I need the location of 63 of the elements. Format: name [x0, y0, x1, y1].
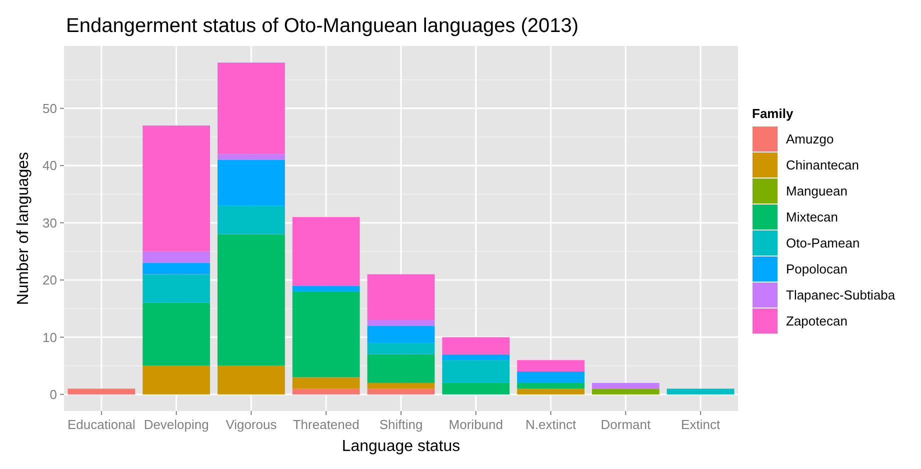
legend-label: Tlapanec-Subtiaba [786, 288, 896, 303]
bar [142, 366, 210, 394]
bar [367, 342, 435, 354]
bar [517, 382, 584, 389]
bar [218, 234, 285, 366]
y-tick-label: 50 [42, 100, 57, 116]
x-tick-label: Educational [67, 417, 136, 432]
bar [292, 377, 360, 389]
legend-label: Manguean [786, 184, 848, 199]
bar [592, 388, 660, 394]
bar [367, 320, 435, 326]
bar [442, 354, 510, 360]
x-tick-label: Moribund [448, 417, 503, 432]
x-tick-label: Vigorous [226, 417, 278, 432]
bar [218, 160, 285, 206]
bar [367, 354, 435, 383]
bar [142, 126, 210, 252]
bar [517, 372, 584, 383]
legend-label: Zapotecan [786, 314, 848, 329]
y-tick-label: 20 [42, 272, 57, 288]
bar [292, 388, 360, 394]
bar [292, 217, 360, 286]
bar [142, 274, 210, 303]
legend-title: Family [752, 106, 794, 121]
legend-label: Amuzgo [786, 132, 834, 147]
bar [142, 302, 210, 366]
legend-label: Mixtecan [786, 210, 838, 225]
y-axis-title: Number of languages [15, 152, 32, 305]
bar [367, 382, 435, 389]
x-tick-label: Extinct [681, 417, 720, 432]
bar [218, 154, 285, 160]
bar [517, 360, 584, 372]
chart-title: Endangerment status of Oto-Manguean languages (2013) [66, 15, 579, 37]
bar [367, 326, 435, 343]
y-tick-label: 30 [42, 215, 57, 230]
legend-label: Oto-Pamean [786, 236, 860, 251]
y-tick-label: 0 [50, 386, 57, 402]
bar [218, 206, 285, 234]
bar [666, 388, 734, 394]
bar [367, 274, 435, 320]
bar [442, 360, 510, 383]
bar [68, 388, 136, 394]
y-tick-label: 40 [42, 158, 57, 174]
x-tick-label: Developing [144, 417, 209, 432]
bar [292, 291, 360, 378]
bar [442, 382, 510, 394]
x-tick-label: N.extinct [525, 417, 576, 432]
bar [517, 388, 584, 394]
y-tick-label: 10 [42, 330, 57, 345]
bar [218, 62, 285, 154]
bar [442, 337, 510, 354]
bar [367, 388, 435, 394]
bar [592, 382, 660, 389]
bar [218, 366, 285, 394]
legend-label: Chinantecan [786, 158, 859, 173]
bar [142, 251, 210, 263]
bar [142, 262, 210, 274]
bar [292, 286, 360, 292]
legend-label: Popolocan [786, 262, 848, 277]
x-tick-label: Dormant [600, 417, 651, 432]
x-tick-label: Threatened [292, 417, 360, 432]
x-tick-label: Shifting [379, 417, 423, 432]
x-axis-title: Language status [342, 438, 460, 455]
